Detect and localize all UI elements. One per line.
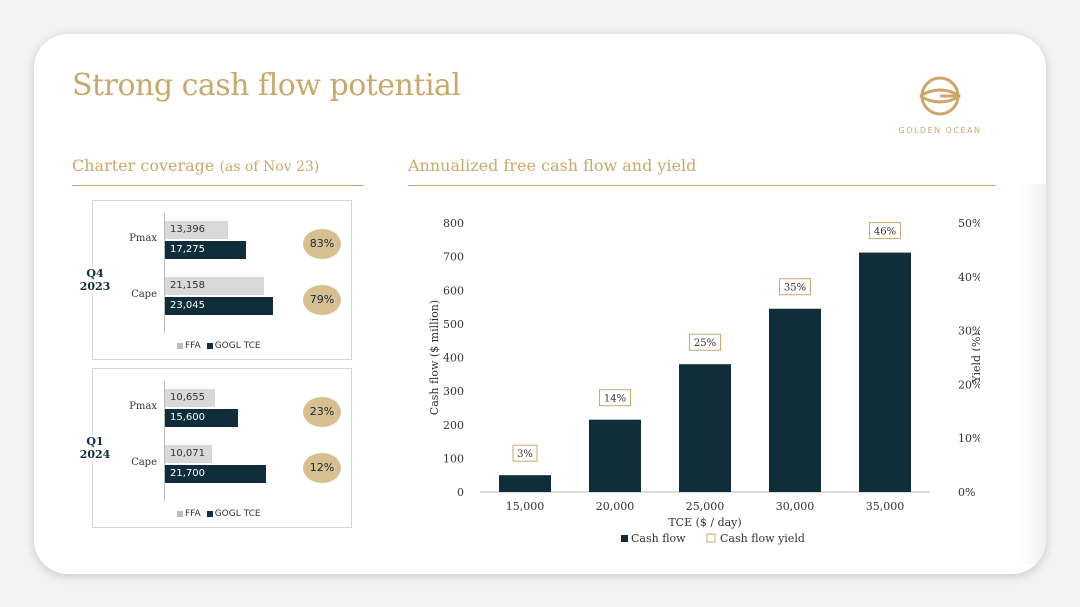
vessel-class-label: Cape (131, 457, 157, 468)
vessel-class-label: Pmax (129, 401, 157, 412)
y-tick-label: 700 (443, 251, 464, 264)
yield-label-box (689, 333, 721, 351)
coverage-title: Charter coverage (72, 156, 215, 175)
quarter-label: Q4 2023 (75, 267, 115, 293)
quarter-year: 2024 (79, 448, 111, 461)
y-tick-label: 300 (443, 385, 464, 398)
y2-axis-title: Yield (%) (970, 332, 980, 383)
y-tick-label: 500 (443, 318, 464, 331)
cashflow-title: Annualized free cash flow and yield (408, 156, 697, 175)
vessel-class-label: Pmax (129, 233, 157, 244)
cashflow-rule (408, 185, 996, 186)
logo: GOLDEN OCEAN (890, 74, 990, 144)
ffa-value: 10,655 (170, 392, 205, 403)
yield-legend-label: Cash flow yield (720, 532, 805, 545)
y2-tick-label: 40% (958, 271, 980, 284)
yield-label-box (512, 444, 538, 462)
yield-label: 46% (874, 227, 896, 238)
coverage-percent-badge: 23% (303, 397, 341, 427)
coverage-legend: FFA GOGL TCE (177, 509, 261, 519)
ffa-swatch (177, 510, 183, 517)
y-tick-label: 0 (457, 486, 464, 499)
vessel-class-label: Cape (131, 289, 157, 300)
coverage-section-title: Charter coverage (as of Nov 23) (72, 156, 319, 175)
coverage-panel: Q1 2024 Pmax 10,655 15,600 23% Cape 10,071 21,70… (75, 368, 352, 528)
quarter-label: Q1 2024 (75, 435, 115, 461)
y-tick-label: 800 (443, 217, 464, 230)
yield-label: 25% (694, 338, 716, 349)
gogl-tce-value: 23,045 (170, 300, 205, 311)
x-tick-label: 35,000 (866, 500, 905, 513)
quarter-name: Q1 (86, 435, 104, 448)
gogl-tce-bar: 23,045 (165, 297, 273, 315)
y2-tick-label: 10% (958, 432, 980, 445)
yield-label: 3% (517, 449, 533, 460)
ffa-bar: 10,071 (165, 445, 212, 463)
cash-flow-legend-label: Cash flow (631, 532, 686, 545)
yield-label: 14% (604, 394, 626, 405)
cash-flow-bar (859, 252, 911, 492)
cash-flow-bar (499, 475, 551, 492)
ffa-bar: 13,396 (165, 221, 228, 239)
yield-label: 35% (784, 283, 806, 294)
y2-tick-label: 30% (958, 325, 980, 338)
y2-tick-label: 50% (958, 217, 980, 230)
golden-ocean-logo-icon (919, 76, 961, 116)
gogl-tce-bar: 15,600 (165, 409, 238, 427)
quarter-name: Q4 (86, 267, 104, 280)
gogl-legend-label: GOGL TCE (214, 509, 261, 519)
cash-flow-bar (769, 308, 821, 492)
cash-flow-bar (679, 364, 731, 492)
page-title: Strong cash flow potential (72, 68, 461, 103)
x-tick-label: 15,000 (506, 500, 545, 513)
y-tick-label: 400 (443, 352, 464, 365)
bar-axis-line (164, 213, 165, 333)
gogl-tce-value: 21,700 (170, 468, 205, 479)
coverage-subtitle: (as of Nov 23) (219, 159, 320, 175)
chart-edge-shade (1020, 184, 1046, 564)
cashflow-chart: 0 100 200 300 400 500 600 700 800 0% 10% 20% 30% 40% 5… (428, 217, 980, 545)
bar-axis-line (164, 381, 165, 501)
x-tick-label: 20,000 (596, 500, 635, 513)
y-tick-label: 100 (443, 452, 464, 465)
gogl-legend-label: GOGL TCE (214, 341, 261, 351)
gogl-swatch (206, 510, 213, 517)
logo-text: GOLDEN OCEAN (898, 126, 982, 135)
yield-legend-swatch (706, 533, 716, 543)
y-tick-label: 200 (443, 419, 464, 432)
gogl-tce-bar: 17,275 (165, 241, 246, 259)
ffa-swatch (177, 342, 183, 349)
gogl-tce-bar: 21,700 (165, 465, 267, 483)
yield-label-box (599, 389, 631, 407)
ffa-legend-label: FFA (185, 341, 201, 351)
y2-tick-label: 20% (958, 378, 980, 391)
y2-tick-label: 0% (958, 486, 975, 499)
gogl-swatch (206, 342, 213, 349)
cash-flow-bar (589, 419, 641, 492)
x-tick-label: 30,000 (776, 500, 815, 513)
y-tick-label: 600 (443, 284, 464, 297)
x-axis-title: TCE ($ / day) (668, 516, 741, 529)
ffa-bar: 10,655 (165, 389, 215, 407)
gogl-tce-value: 17,275 (170, 244, 205, 255)
ffa-value: 21,158 (170, 280, 205, 291)
x-tick-label: 25,000 (686, 500, 725, 513)
coverage-percent-badge: 12% (303, 453, 341, 483)
cash-flow-legend-swatch (621, 535, 628, 542)
ffa-bar: 21,158 (165, 277, 264, 295)
quarter-year: 2023 (79, 280, 111, 293)
coverage-percent-badge: 79% (303, 285, 341, 315)
coverage-legend: FFA GOGL TCE (177, 341, 261, 351)
y-axis-title: Cash flow ($ million) (428, 300, 441, 415)
gogl-tce-value: 15,600 (170, 412, 205, 423)
ffa-legend-label: FFA (185, 509, 201, 519)
yield-label-box (869, 222, 901, 240)
coverage-panel: Q4 2023 Pmax 13,396 17,275 83% Cape 21,158 23,04… (75, 200, 352, 360)
ffa-value: 10,071 (170, 448, 205, 459)
coverage-rule (72, 185, 364, 186)
ffa-value: 13,396 (170, 224, 205, 235)
coverage-percent-badge: 83% (303, 229, 341, 259)
yield-label-box (779, 278, 811, 296)
